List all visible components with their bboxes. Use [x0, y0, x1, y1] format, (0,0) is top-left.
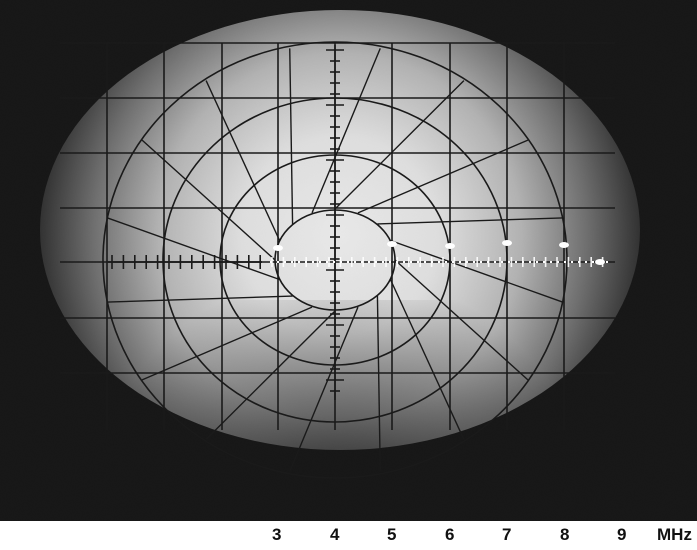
pattern-ray [376, 296, 381, 472]
scale-label: 7 [502, 525, 512, 544]
trace-marker [595, 259, 605, 265]
film-grain [0, 0, 697, 521]
pattern-ray [289, 48, 294, 224]
pattern-ray [377, 217, 563, 225]
scale-label: 9 [617, 525, 627, 544]
pattern-ray [107, 295, 293, 303]
pattern-ray [141, 306, 313, 381]
pattern-ray [205, 80, 281, 241]
pattern-ray [394, 259, 529, 381]
pattern-ray [141, 139, 276, 261]
pattern-ray [357, 139, 529, 214]
pattern-ray [334, 80, 465, 210]
trace-marker [502, 240, 512, 246]
scale-label: 4 [330, 525, 340, 544]
pattern-ray [107, 217, 280, 281]
pattern-ray [205, 310, 336, 440]
oscilloscope-screen [0, 0, 697, 521]
scale-unit: MHz [657, 525, 692, 544]
trace-marker [387, 241, 397, 247]
scale-label: 6 [445, 525, 455, 544]
trace-marker [445, 243, 455, 249]
pattern-ray [289, 306, 359, 472]
trace-marker [273, 245, 283, 251]
scale-label: 3 [272, 525, 282, 544]
vertical-axis-ticks [326, 45, 344, 400]
trace-marker [559, 242, 569, 248]
horizontal-trace [108, 240, 608, 269]
scale-label: 5 [387, 525, 397, 544]
pattern-ray [389, 279, 465, 440]
pattern-ray [311, 48, 381, 214]
pattern-circle [102, 41, 568, 479]
frequency-scale: 3 4 5 6 7 8 9 MHz [0, 521, 697, 550]
scale-label: 8 [560, 525, 570, 544]
test-pattern-rays [107, 48, 563, 472]
pattern-ray [390, 239, 563, 303]
